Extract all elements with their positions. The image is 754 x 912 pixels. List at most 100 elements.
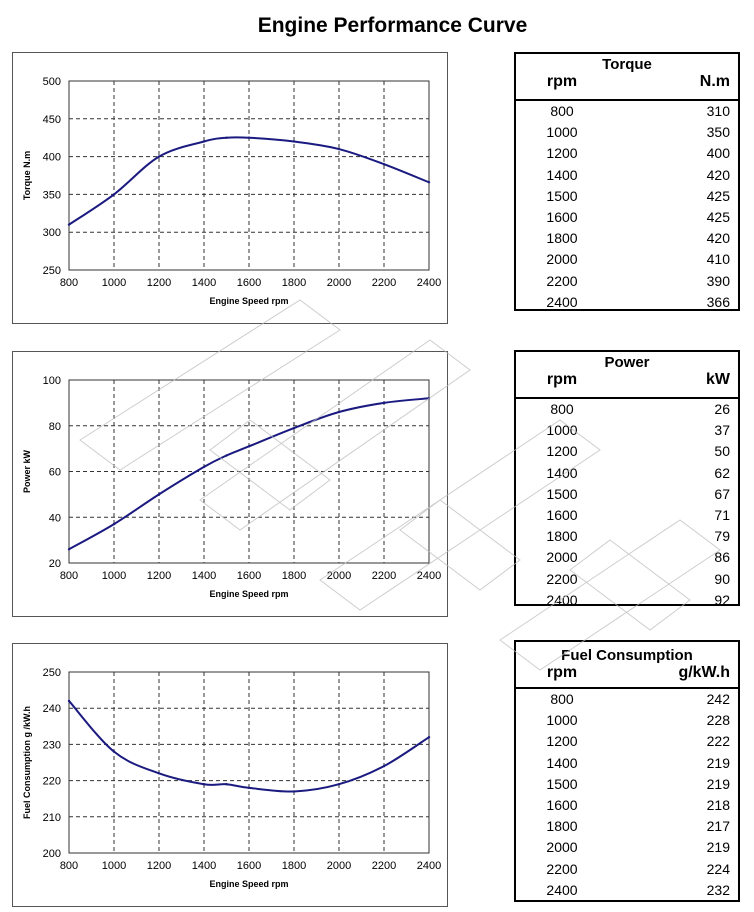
fuel-data-point	[112, 750, 116, 753]
torque-table: Torque rpm N.m 800 310 1000 350 1200 400 1400 4…	[514, 52, 740, 311]
fuel-consumption-chart-svg: 800 1000 1200 1400 1600 1800 2000 2200 2400 200 21…	[22, 667, 441, 889]
fuel-consumption-table-body: 800 242 1000 228 1200 222 1400 219 1500 219 1600 21…	[516, 689, 738, 901]
x-tick-label: 1000	[102, 570, 126, 582]
torque-y-axis-label: Torque N.m	[22, 151, 32, 200]
x-tick-label: 1000	[102, 860, 126, 872]
power-table-row: 1500 67	[516, 484, 738, 505]
value-cell: 242	[706, 691, 730, 707]
value-cell: 366	[706, 293, 730, 310]
fuel-consumption-table-col-unit: g/kW.h	[678, 664, 730, 681]
power-y-axis-label: Power kW	[22, 449, 32, 493]
x-tick-label: 2400	[417, 570, 441, 582]
value-cell: 310	[706, 103, 730, 119]
power-table-row: 1000 37	[516, 420, 738, 441]
x-tick-label: 2400	[417, 277, 441, 289]
fuel-consumption-table-row: 800 242	[516, 689, 738, 710]
power-data-point	[157, 493, 161, 496]
fuel-x-axis-label: Engine Speed rpm	[209, 879, 288, 889]
fuel-consumption-table-row: 2400 232	[516, 880, 738, 901]
value-cell: 218	[706, 796, 730, 813]
value-cell: 37	[714, 422, 730, 439]
rpm-cell: 1400	[546, 754, 578, 771]
y-tick-label: 210	[43, 812, 61, 824]
value-cell: 71	[714, 506, 730, 523]
torque-data-point	[337, 147, 341, 151]
torque-table-row: 2400 366	[516, 292, 738, 313]
rpm-cell: 2400	[546, 881, 578, 898]
power-data-point	[225, 454, 228, 457]
page-title: Engine Performance Curve	[257, 14, 528, 37]
x-tick-label: 1600	[237, 860, 261, 872]
rpm-cell: 1600	[546, 796, 578, 813]
torque-data-point	[382, 162, 386, 166]
y-tick-label: 250	[43, 265, 61, 277]
fuel-consumption-table-row: 2200 224	[516, 859, 738, 880]
power-table-col-rpm: rpm	[546, 371, 578, 388]
y-tick-label: 500	[43, 76, 61, 88]
fuel-consumption-table-row: 1000 228	[516, 710, 738, 731]
x-tick-label: 1200	[147, 860, 171, 872]
value-cell: 420	[706, 230, 730, 247]
x-tick-label: 1400	[192, 277, 216, 289]
value-cell: 400	[706, 145, 730, 162]
rpm-cell: 800	[550, 103, 574, 119]
rpm-cell: 2200	[546, 570, 578, 587]
rpm-cell: 1800	[546, 230, 578, 247]
value-cell: 50	[714, 443, 730, 460]
fuel-consumption-table-header: Fuel Consumption rpm g/kW.h	[516, 642, 738, 689]
power-data-point	[292, 426, 296, 430]
value-cell: 390	[706, 272, 730, 289]
rpm-cell: 1600	[546, 208, 578, 225]
fuel-data-point	[157, 772, 161, 775]
fuel-data-point	[292, 790, 296, 793]
value-cell: 92	[714, 591, 730, 608]
y-tick-label: 20	[49, 558, 61, 570]
fuel-consumption-chart: 800 1000 1200 1400 1600 1800 2000 2200 2400 200 21…	[12, 643, 448, 907]
fuel-consumption-table-col-rpm: rpm	[546, 664, 578, 681]
y-tick-label: 220	[43, 776, 61, 788]
value-cell: 228	[706, 712, 730, 729]
rpm-cell: 1800	[546, 818, 578, 835]
x-tick-label: 1400	[192, 570, 216, 582]
torque-series-line	[68, 136, 430, 226]
value-cell: 67	[714, 485, 730, 502]
torque-table-row: 1400 420	[516, 165, 738, 186]
value-cell: 425	[706, 208, 730, 225]
rpm-cell: 1600	[546, 506, 578, 523]
value-cell: 425	[706, 187, 730, 204]
fuel-data-point	[427, 735, 431, 739]
torque-data-point	[202, 140, 206, 143]
fuel-data-point	[247, 786, 251, 790]
fuel-consumption-table-row: 1600 218	[516, 795, 738, 816]
value-cell: 224	[706, 860, 730, 877]
x-tick-label: 2000	[327, 860, 351, 872]
power-table-body: 800 26 1000 37 1200 50 1400 62 1500 67 1600 71 1800 7…	[516, 399, 738, 611]
rpm-cell: 1000	[546, 422, 578, 439]
x-tick-label: 800	[60, 570, 78, 582]
power-table-title: Power	[604, 354, 650, 371]
rpm-cell: 1200	[546, 145, 578, 162]
fuel-consumption-table-row: 1800 217	[516, 816, 738, 837]
torque-table-row: 1500 425	[516, 186, 738, 207]
power-data-point	[247, 445, 251, 448]
rpm-cell: 2400	[546, 591, 578, 608]
value-cell: 350	[706, 124, 730, 141]
power-table-row: 1200 50	[516, 441, 738, 462]
x-tick-label: 800	[60, 277, 78, 289]
torque-table-col-rpm: rpm	[546, 73, 578, 90]
rpm-cell: 2200	[546, 272, 578, 289]
torque-table-row: 1600 425	[516, 207, 738, 228]
rpm-cell: 1000	[546, 712, 578, 729]
power-chart-svg: 800 1000 1200 1400 1600 1800 2000 2200 2400 20 40 6…	[22, 375, 441, 599]
y-tick-label: 350	[43, 189, 61, 201]
y-tick-label: 100	[43, 375, 61, 387]
y-tick-label: 200	[43, 848, 61, 860]
torque-data-point	[247, 136, 251, 139]
rpm-cell: 800	[550, 691, 574, 707]
y-tick-label: 80	[49, 421, 61, 433]
rpm-cell: 1500	[546, 187, 578, 204]
power-table-header: Power rpm kW	[516, 352, 738, 399]
power-table: Power rpm kW 800 26 1000 37 1200 50 1400 62 1500…	[514, 350, 740, 608]
x-tick-label: 1800	[282, 570, 306, 582]
value-cell: 62	[714, 464, 730, 481]
